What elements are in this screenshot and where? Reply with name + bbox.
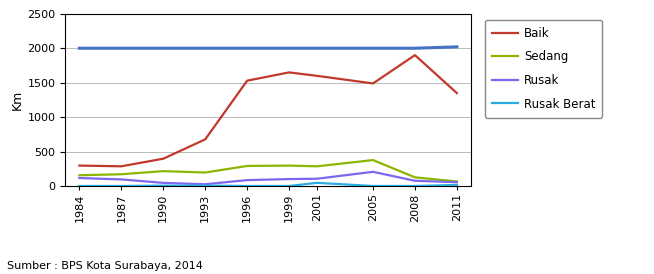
- Rusak: [118, 178, 126, 181]
- Sedang: [369, 158, 377, 162]
- Sedang: [453, 180, 461, 183]
- Rusak Berat: [453, 183, 461, 187]
- Rusak Berat: [118, 184, 126, 188]
- Baik: [118, 165, 126, 168]
- Rusak: [411, 179, 419, 182]
- Baik: [201, 138, 209, 141]
- Rusak: [369, 170, 377, 173]
- Rusak Berat: [75, 184, 83, 188]
- Line: Baik: Baik: [79, 55, 457, 166]
- Rusak Berat: [313, 181, 321, 184]
- Line: Rusak Berat: Rusak Berat: [79, 183, 457, 186]
- Rusak: [160, 181, 167, 184]
- Sedang: [313, 165, 321, 168]
- Sedang: [75, 174, 83, 177]
- Rusak Berat: [243, 184, 251, 188]
- Rusak: [453, 181, 461, 184]
- Sedang: [243, 164, 251, 168]
- Rusak Berat: [285, 184, 293, 188]
- Line: Sedang: Sedang: [79, 160, 457, 181]
- Rusak: [201, 182, 209, 186]
- Rusak: [75, 176, 83, 180]
- Line: Rusak: Rusak: [79, 172, 457, 184]
- Sedang: [160, 170, 167, 173]
- Text: Sumber : BPS Kota Surabaya, 2014: Sumber : BPS Kota Surabaya, 2014: [7, 261, 203, 271]
- Baik: [453, 92, 461, 95]
- Baik: [313, 74, 321, 78]
- Sedang: [201, 171, 209, 174]
- Rusak Berat: [411, 184, 419, 188]
- Baik: [369, 82, 377, 85]
- Rusak Berat: [160, 184, 167, 187]
- Rusak: [285, 178, 293, 181]
- Rusak: [313, 177, 321, 180]
- Rusak: [243, 178, 251, 182]
- Baik: [243, 79, 251, 82]
- Sedang: [285, 164, 293, 167]
- Baik: [160, 157, 167, 160]
- Baik: [285, 71, 293, 74]
- Legend: Baik, Sedang, Rusak, Rusak Berat: Baik, Sedang, Rusak, Rusak Berat: [485, 20, 602, 118]
- Rusak Berat: [369, 184, 377, 188]
- Sedang: [118, 173, 126, 176]
- Baik: [75, 164, 83, 167]
- Baik: [411, 53, 419, 57]
- Sedang: [411, 176, 419, 179]
- Y-axis label: Km: Km: [10, 90, 24, 110]
- Rusak Berat: [201, 184, 209, 187]
